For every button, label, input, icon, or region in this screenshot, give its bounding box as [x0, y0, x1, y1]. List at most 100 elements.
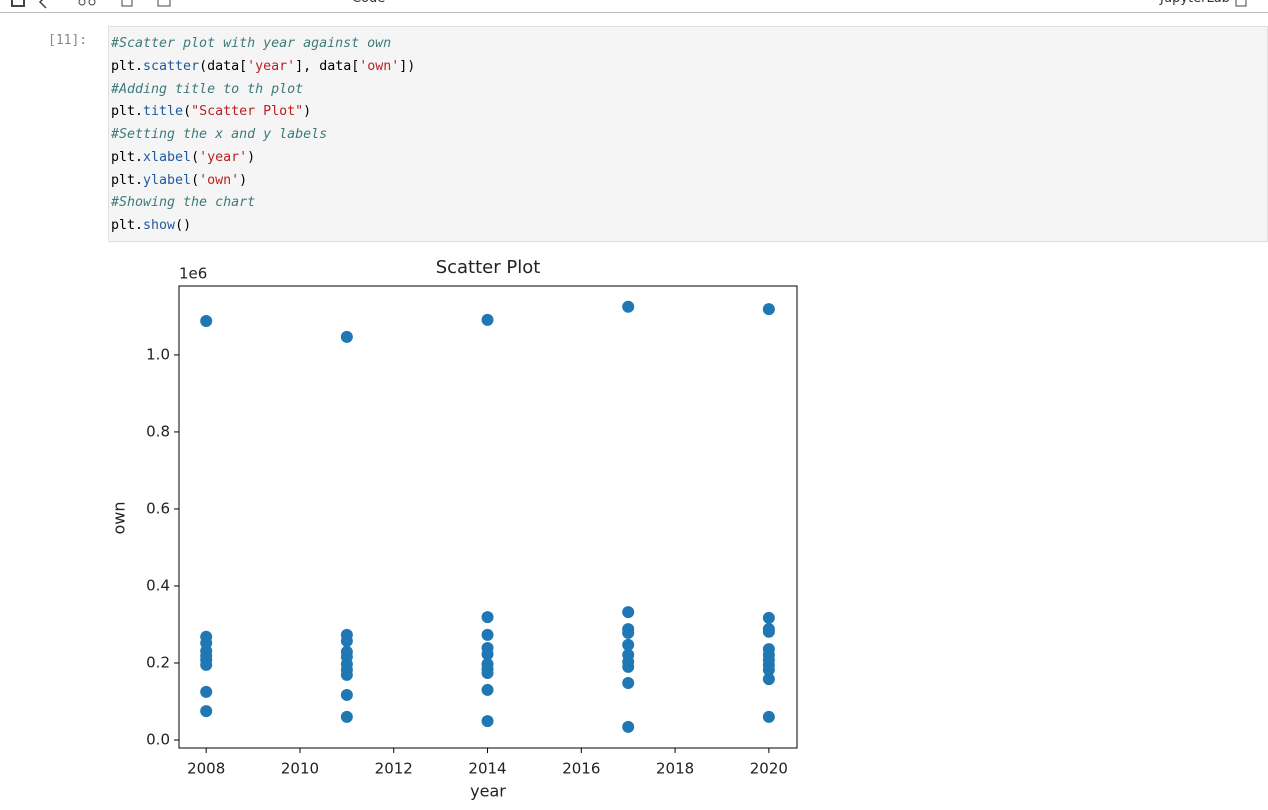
scatter-point: [622, 626, 635, 639]
scatter-point: [762, 303, 775, 316]
scatter-point: [200, 705, 213, 718]
scatter-point: [762, 653, 775, 666]
scatter-point: [481, 715, 494, 728]
code-token: plt.: [111, 104, 144, 120]
chart-title: Scatter Plot: [436, 257, 541, 278]
code-token: "Scatter Plot": [191, 104, 304, 120]
code-token: ): [303, 104, 312, 120]
scatter-point: [622, 606, 635, 619]
scatter-point: [622, 648, 635, 661]
y-tick-label: 0.8: [146, 422, 170, 440]
scatter-point: [762, 710, 775, 723]
code-line: plt.show(): [111, 215, 1267, 238]
x-tick-label: 2018: [656, 760, 694, 778]
x-tick-label: 2012: [375, 760, 413, 778]
x-tick-label: 2020: [750, 760, 788, 778]
code-token: xlabel: [143, 149, 192, 165]
scatter-point: [762, 623, 775, 636]
code-token: 'year': [247, 58, 296, 74]
code-token: 'year': [199, 149, 248, 165]
code-token: ): [247, 149, 256, 165]
scatter-point: [762, 673, 775, 686]
scatter-point: [762, 643, 775, 656]
code-token: 'own': [199, 172, 240, 188]
scatter-point: [622, 720, 635, 733]
scatter-point: [481, 628, 494, 641]
code-line: #Scatter plot with year against own: [111, 33, 1267, 56]
code-line: #Adding title to th plot: [111, 79, 1267, 102]
code-token: show: [143, 218, 176, 233]
code-token: #Scatter plot with year against own: [111, 36, 392, 51]
scatter-point: [200, 650, 213, 663]
scatter-point: [622, 638, 635, 651]
code-token: scatter: [143, 58, 200, 74]
code-cell[interactable]: #Scatter plot with year against own plt.s…: [108, 26, 1268, 242]
scatter-point: [762, 663, 775, 676]
scatter-point: [481, 313, 494, 326]
scatter-point: [762, 648, 775, 661]
scatter-point: [340, 330, 353, 343]
code-token: plt.: [111, 172, 144, 188]
code-token: (): [175, 218, 192, 233]
scatter-point: [340, 650, 353, 663]
scatter-point: [481, 683, 494, 696]
scatter-point: [481, 663, 494, 676]
code-token: plt.: [111, 149, 144, 165]
code-token: (: [191, 149, 200, 165]
scatter-point: [481, 611, 494, 624]
y-tick-label: 1.0: [146, 345, 170, 363]
scatter-point: [340, 710, 353, 723]
scatter-point: [340, 663, 353, 676]
scatter-point: [762, 658, 775, 671]
code-line: plt.scatter(data['year'], data['own']): [111, 56, 1267, 79]
code-token: 'own': [359, 58, 400, 74]
scatter-point: [340, 668, 353, 681]
scatter-point: [481, 641, 494, 654]
cell-prompt: [11]:: [48, 33, 88, 48]
scatter-point: [340, 635, 353, 648]
cell-type[interactable]: Code: [352, 0, 385, 6]
code-line: #Setting the x and y labels: [111, 124, 1267, 147]
scatter-point: [622, 660, 635, 673]
x-tick-label: 2016: [562, 760, 600, 778]
x-axis-label: year: [470, 782, 506, 801]
code-token: ], data[: [295, 58, 360, 74]
toolbar: Code JupyterLab: [0, 0, 1268, 13]
y-axis-label: own: [110, 501, 129, 534]
scatter-point: [622, 677, 635, 690]
x-tick-label: 2014: [468, 760, 506, 778]
kernel-name[interactable]: JupyterLab: [1160, 0, 1230, 6]
code-token: ): [239, 172, 248, 188]
code-line: plt.ylabel('own'): [111, 170, 1267, 193]
code-token: (: [183, 104, 192, 120]
scatter-point: [340, 628, 353, 641]
scatter-point: [340, 645, 353, 658]
code-token: plt.: [111, 218, 144, 233]
code-token: (data[: [199, 58, 248, 74]
code-line: plt.xlabel('year'): [111, 147, 1267, 170]
y-tick-label: 0.2: [146, 653, 170, 671]
scatter-point: [200, 653, 213, 666]
scatter-point: [622, 623, 635, 636]
code-token: ]): [399, 58, 416, 74]
scatter-point: [340, 658, 353, 671]
x-tick-label: 2008: [187, 760, 225, 778]
y-tick-label: 0.6: [146, 499, 170, 517]
y-tick-label: 0.0: [146, 730, 170, 748]
scatter-point: [200, 630, 213, 643]
x-tick-label: 2010: [281, 760, 319, 778]
scatter-point: [762, 611, 775, 624]
y-offset-text: 1e6: [179, 265, 207, 283]
code-token: ylabel: [143, 172, 192, 188]
scatter-point: [481, 666, 494, 679]
scatter-point: [200, 658, 213, 671]
scatter-point: [200, 685, 213, 698]
scatter-point: [762, 625, 775, 638]
code-token: plt.: [111, 58, 144, 74]
scatter-point: [340, 688, 353, 701]
scatter-point: [481, 648, 494, 661]
scatter-point: [622, 300, 635, 313]
scatter-point: [200, 315, 213, 328]
scatter-point: [622, 655, 635, 668]
